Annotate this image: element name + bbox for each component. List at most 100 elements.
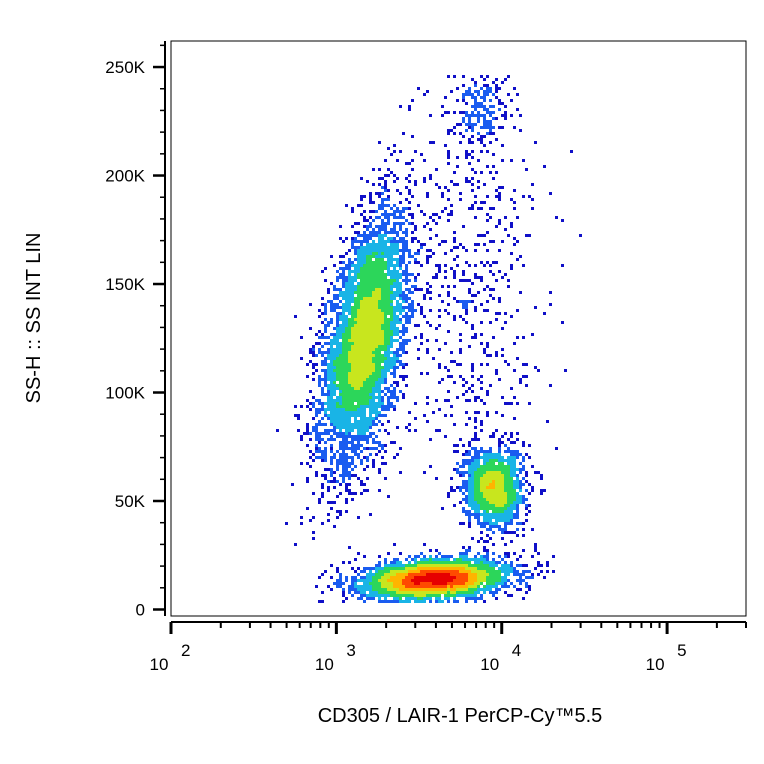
data-point [459, 552, 462, 555]
data-point [429, 588, 432, 591]
data-point [357, 333, 360, 336]
data-point [417, 288, 420, 291]
data-point [363, 402, 366, 405]
data-point [312, 363, 315, 366]
data-point [441, 582, 444, 585]
data-point [321, 600, 324, 603]
data-point [477, 234, 480, 237]
data-point [369, 369, 372, 372]
data-point [417, 594, 420, 597]
data-point [387, 195, 390, 198]
data-point [474, 600, 477, 603]
data-point [381, 315, 384, 318]
data-point [396, 366, 399, 369]
data-point [483, 183, 486, 186]
data-point [393, 351, 396, 354]
data-point [351, 297, 354, 300]
data-point [351, 327, 354, 330]
data-point [501, 501, 504, 504]
data-point [381, 456, 384, 459]
data-point [366, 363, 369, 366]
data-point [531, 198, 534, 201]
data-point [462, 471, 465, 474]
data-point [333, 480, 336, 483]
data-point [324, 336, 327, 339]
data-point [312, 459, 315, 462]
data-point [423, 315, 426, 318]
data-point [366, 237, 369, 240]
data-point [378, 414, 381, 417]
data-point [423, 297, 426, 300]
data-point [351, 411, 354, 414]
data-point [480, 477, 483, 480]
data-point [357, 453, 360, 456]
data-point [384, 582, 387, 585]
data-point [465, 459, 468, 462]
data-point [399, 213, 402, 216]
data-point [486, 414, 489, 417]
data-point [435, 213, 438, 216]
data-point [378, 225, 381, 228]
data-point [318, 420, 321, 423]
data-point [441, 576, 444, 579]
data-point [483, 348, 486, 351]
data-point [378, 234, 381, 237]
data-point [453, 297, 456, 300]
data-point [468, 471, 471, 474]
data-point [414, 417, 417, 420]
data-point [390, 570, 393, 573]
data-point [435, 588, 438, 591]
data-point [351, 309, 354, 312]
data-point [525, 480, 528, 483]
data-point [375, 279, 378, 282]
data-point [363, 408, 366, 411]
data-point [513, 126, 516, 129]
data-point [342, 471, 345, 474]
data-point [363, 216, 366, 219]
data-point [420, 600, 423, 603]
data-point [399, 258, 402, 261]
data-point [450, 555, 453, 558]
data-point [354, 315, 357, 318]
data-point [495, 369, 498, 372]
data-point [465, 597, 468, 600]
data-point [375, 234, 378, 237]
data-point [513, 504, 516, 507]
data-point [495, 453, 498, 456]
data-point [462, 492, 465, 495]
data-point [342, 267, 345, 270]
data-point [396, 570, 399, 573]
data-point [387, 252, 390, 255]
data-point [477, 573, 480, 576]
data-point [471, 537, 474, 540]
data-point [315, 450, 318, 453]
data-point [366, 318, 369, 321]
data-point [342, 327, 345, 330]
data-point [462, 486, 465, 489]
data-point [486, 75, 489, 78]
data-point [462, 588, 465, 591]
data-point [498, 468, 501, 471]
data-point [417, 591, 420, 594]
data-point [411, 285, 414, 288]
data-point [438, 309, 441, 312]
data-point [504, 105, 507, 108]
data-point [450, 267, 453, 270]
data-point [498, 198, 501, 201]
data-point [360, 249, 363, 252]
data-point [315, 444, 318, 447]
data-point [447, 399, 450, 402]
data-point [513, 516, 516, 519]
data-point [366, 276, 369, 279]
data-point [495, 564, 498, 567]
data-point [507, 450, 510, 453]
data-point [321, 573, 324, 576]
data-point [375, 297, 378, 300]
data-point [360, 384, 363, 387]
data-point [411, 291, 414, 294]
data-point [357, 327, 360, 330]
data-point [345, 426, 348, 429]
data-point [369, 354, 372, 357]
data-point [531, 183, 534, 186]
data-point [474, 471, 477, 474]
